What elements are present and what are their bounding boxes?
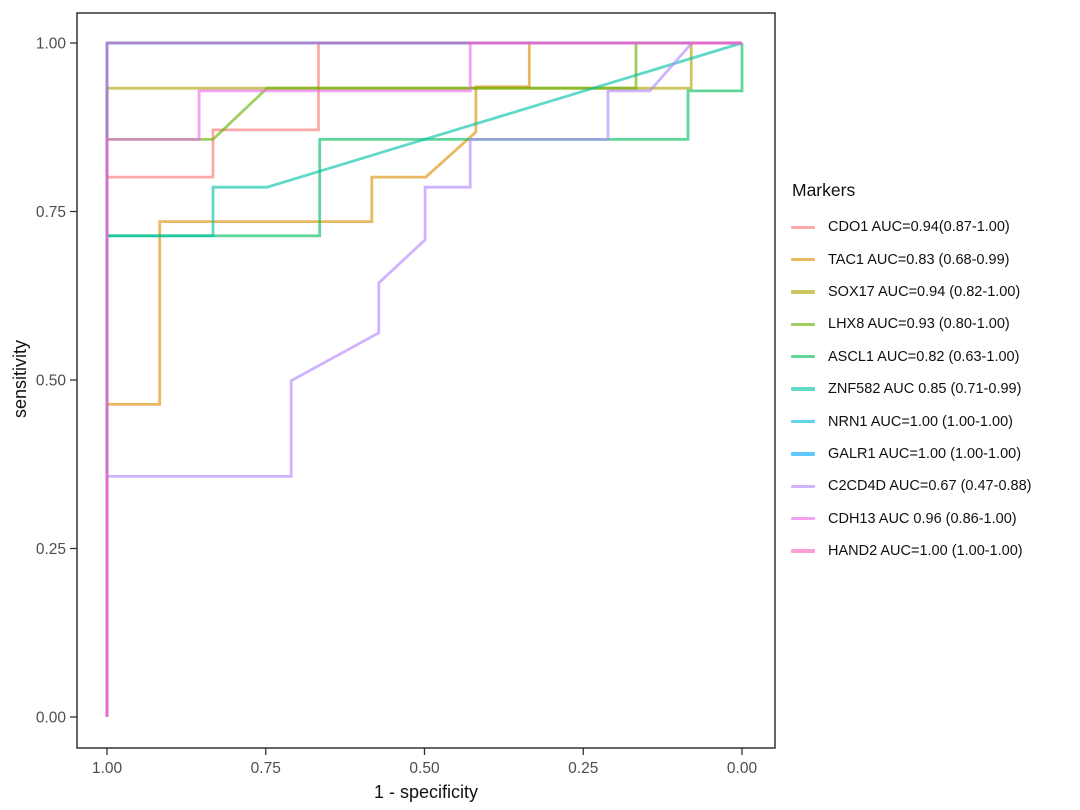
legend-key-line-CDO1 — [791, 225, 815, 229]
y-tick-label: 1.00 — [36, 35, 67, 52]
roc-curve-LHX8 — [105, 41, 742, 717]
legend-key-line-CDH13 — [791, 517, 815, 521]
legend-item-ASCL1: ASCL1 AUC=0.82 (0.63-1.00) — [791, 341, 1032, 373]
legend-item-CDH13: CDH13 AUC 0.96 (0.86-1.00) — [791, 503, 1032, 535]
roc-curve-C2CD4D — [105, 41, 742, 717]
legend-item-GALR1: GALR1 AUC=1.00 (1.00-1.00) — [791, 438, 1032, 470]
roc-curve-TAC1 — [105, 41, 742, 717]
x-tick-label: 0.25 — [568, 760, 598, 777]
roc-curve-GALR1 — [105, 41, 742, 717]
legend: Markers CDO1 AUC=0.94(0.87-1.00) TAC1 AUC… — [791, 180, 1032, 567]
legend-key-line-HAND2 — [791, 549, 815, 553]
x-tick-label: 0.75 — [251, 760, 281, 777]
roc-curve-CDH13 — [105, 41, 742, 717]
legend-item-label: HAND2 AUC=1.00 (1.00-1.00) — [828, 543, 1023, 560]
y-tick-label: 0.50 — [36, 372, 67, 389]
roc-curve-ASCL1 — [105, 43, 744, 717]
legend-item-HAND2: HAND2 AUC=1.00 (1.00-1.00) — [791, 535, 1032, 567]
legend-items: CDO1 AUC=0.94(0.87-1.00) TAC1 AUC=0.83 (0… — [791, 211, 1032, 567]
legend-item-label: C2CD4D AUC=0.67 (0.47-0.88) — [828, 478, 1032, 495]
roc-curve-ZNF582 — [105, 41, 743, 717]
x-tick-label: 1.00 — [92, 760, 123, 777]
legend-item-TAC1: TAC1 AUC=0.83 (0.68-0.99) — [791, 243, 1032, 275]
roc-curve-NRN1 — [105, 41, 742, 717]
x-tick-label: 0.00 — [727, 760, 758, 777]
legend-key-line-TAC1 — [791, 257, 815, 262]
legend-item-ZNF582: ZNF582 AUC 0.85 (0.71-0.99) — [791, 373, 1032, 405]
legend-key-line-C2CD4D — [791, 484, 815, 489]
roc-curve-HAND2 — [105, 41, 742, 717]
legend-key-line-LHX8 — [791, 322, 815, 327]
legend-item-LHX8: LHX8 AUC=0.93 (0.80-1.00) — [791, 308, 1032, 340]
legend-item-label: CDO1 AUC=0.94(0.87-1.00) — [828, 219, 1010, 236]
y-tick-label: 0.75 — [36, 204, 66, 221]
legend-item-label: SOX17 AUC=0.94 (0.82-1.00) — [828, 283, 1021, 300]
legend-item-CDO1: CDO1 AUC=0.94(0.87-1.00) — [791, 211, 1032, 243]
legend-item-C2CD4D: C2CD4D AUC=0.67 (0.47-0.88) — [791, 470, 1032, 502]
roc-curve-SOX17 — [105, 41, 742, 717]
legend-item-label: NRN1 AUC=1.00 (1.00-1.00) — [828, 413, 1013, 430]
legend-item-label: GALR1 AUC=1.00 (1.00-1.00) — [828, 445, 1022, 462]
legend-item-label: LHX8 AUC=0.93 (0.80-1.00) — [828, 316, 1010, 333]
legend-key-line-ZNF582 — [791, 387, 815, 391]
legend-item-label: CDH13 AUC 0.96 (0.86-1.00) — [828, 510, 1017, 527]
legend-title: Markers — [792, 180, 856, 200]
legend-item-label: ASCL1 AUC=0.82 (0.63-1.00) — [828, 348, 1020, 365]
y-tick-label: 0.25 — [36, 541, 66, 558]
legend-item-label: TAC1 AUC=0.83 (0.68-0.99) — [828, 251, 1010, 268]
legend-key-line-ASCL1 — [791, 355, 815, 359]
roc-curve-CDO1 — [105, 41, 742, 717]
panel-border — [76, 12, 776, 749]
legend-key-line-GALR1 — [791, 452, 815, 456]
legend-key-line-NRN1 — [791, 419, 815, 424]
legend-item-SOX17: SOX17 AUC=0.94 (0.82-1.00) — [791, 276, 1032, 308]
legend-item-NRN1: NRN1 AUC=1.00 (1.00-1.00) — [791, 405, 1032, 437]
legend-item-label: ZNF582 AUC 0.85 (0.71-0.99) — [828, 381, 1022, 398]
x-tick-label: 0.50 — [409, 760, 440, 777]
y-axis-title: sensitivity — [10, 339, 30, 419]
y-tick-label: 0.00 — [36, 709, 67, 726]
legend-key-line-SOX17 — [791, 290, 815, 294]
x-axis-title: 1 - specificity — [373, 782, 479, 802]
